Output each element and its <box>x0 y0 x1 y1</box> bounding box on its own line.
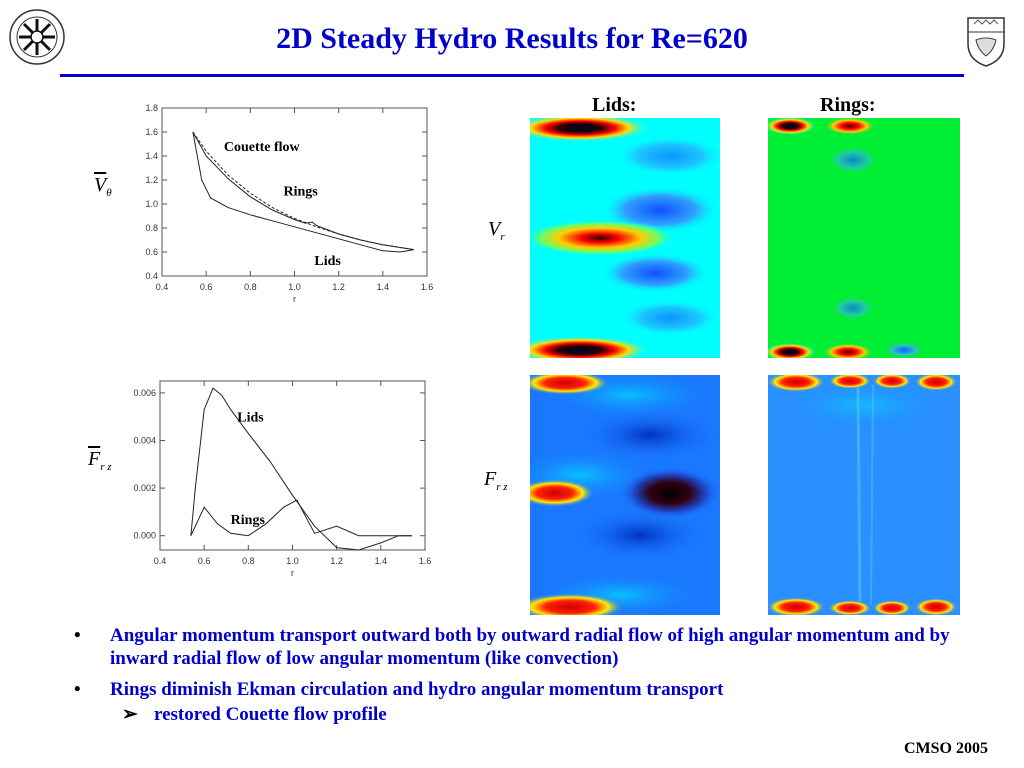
annotation-lids: Lids <box>314 254 341 269</box>
row-label-frz: Fr z <box>484 468 508 493</box>
bullet-2: • Rings diminish Ekman circulation and h… <box>74 678 954 701</box>
series-line-rings <box>192 131 414 251</box>
annotation-lids: Lids <box>237 410 264 425</box>
x-tick-label: 1.4 <box>377 282 390 292</box>
university-crest-icon <box>967 17 1005 67</box>
x-tick-label: 0.6 <box>198 556 211 566</box>
y-tick-label: 1.8 <box>145 103 158 113</box>
x-tick-label: 1.0 <box>288 282 301 292</box>
y-tick-label: 0.6 <box>145 247 158 257</box>
rings-vr-field <box>768 118 960 358</box>
y-tick-label: 1.4 <box>145 151 158 161</box>
x-axis-title: r <box>291 568 294 578</box>
top-chart-ylabel: Vθ <box>94 174 112 199</box>
series-line-lids <box>192 131 414 253</box>
sub-bullet-marker: ➢ <box>122 704 138 725</box>
row-label-vr: Vr <box>488 218 505 243</box>
y-tick-label: 1.6 <box>145 127 158 137</box>
col-header-rings: Rings: <box>820 94 876 116</box>
sub-bullet-text: restored Couette flow profile <box>154 704 387 725</box>
title-underline <box>60 74 964 77</box>
flux-chart: 0.4 0.6 0.8 1.0 1.2 1.4 1.6 0.000 0.002 0.004 0.00… <box>133 380 432 578</box>
bullet-1-text: Angular momentum transport outward both … <box>110 625 950 669</box>
series-line-lids <box>190 387 412 551</box>
x-tick-label: 1.0 <box>286 556 299 566</box>
x-tick-label: 1.6 <box>421 282 434 292</box>
sub-bullet: ➢ restored Couette flow profile <box>74 703 954 726</box>
bullet-list: • Angular momentum transport outward bot… <box>74 624 954 726</box>
x-tick-label: 1.2 <box>332 282 345 292</box>
y-tick-label: 1.0 <box>145 199 158 209</box>
col-header-lids: Lids: <box>592 94 637 116</box>
bottom-chart-ylabel: Fr z <box>88 448 112 473</box>
lids-vr-field <box>530 118 720 358</box>
y-tick-label: 1.2 <box>145 175 158 185</box>
x-tick-label: 0.6 <box>200 282 213 292</box>
x-tick-label: 0.8 <box>242 556 255 566</box>
vtheta-chart: 0.4 0.6 0.8 1.0 1.2 1.4 1.6 0.4 0.6 0.8 1.0 1.2 1.4 1… <box>145 103 434 304</box>
y-tick-label: 0.006 <box>133 388 156 398</box>
x-tick-label: 1.4 <box>375 556 388 566</box>
cmso-logo-icon <box>9 9 65 65</box>
plot-frame <box>159 380 426 551</box>
annotation-rings: Rings <box>231 513 266 528</box>
x-axis-title: r <box>293 294 296 304</box>
bullet-2-text: Rings diminish Ekman circulation and hyd… <box>110 679 724 700</box>
annotation-couette-flow: Couette flow <box>224 140 301 155</box>
x-tick-label: 1.6 <box>419 556 432 566</box>
x-tick-label: 0.8 <box>244 282 257 292</box>
footer-text: CMSO 2005 <box>904 740 988 757</box>
y-tick-label: 0.002 <box>133 483 156 493</box>
x-tick-label: 0.4 <box>154 556 167 566</box>
y-tick-label: 0.4 <box>145 271 158 281</box>
bullet-1-marker: • <box>74 625 81 646</box>
bullet-2-marker: • <box>74 679 81 700</box>
x-tick-label: 1.2 <box>330 556 343 566</box>
slide-title: 2D Steady Hydro Results for Re=620 <box>276 22 748 55</box>
lids-frz-field <box>530 375 720 615</box>
rings-frz-field <box>768 375 960 615</box>
y-tick-label: 0.000 <box>133 531 156 541</box>
y-tick-label: 0.004 <box>133 436 156 446</box>
y-tick-label: 0.8 <box>145 223 158 233</box>
bullet-1: • Angular momentum transport outward bot… <box>74 624 954 670</box>
annotation-rings: Rings <box>283 185 318 200</box>
series-line-rings <box>190 499 412 537</box>
x-tick-label: 0.4 <box>156 282 169 292</box>
